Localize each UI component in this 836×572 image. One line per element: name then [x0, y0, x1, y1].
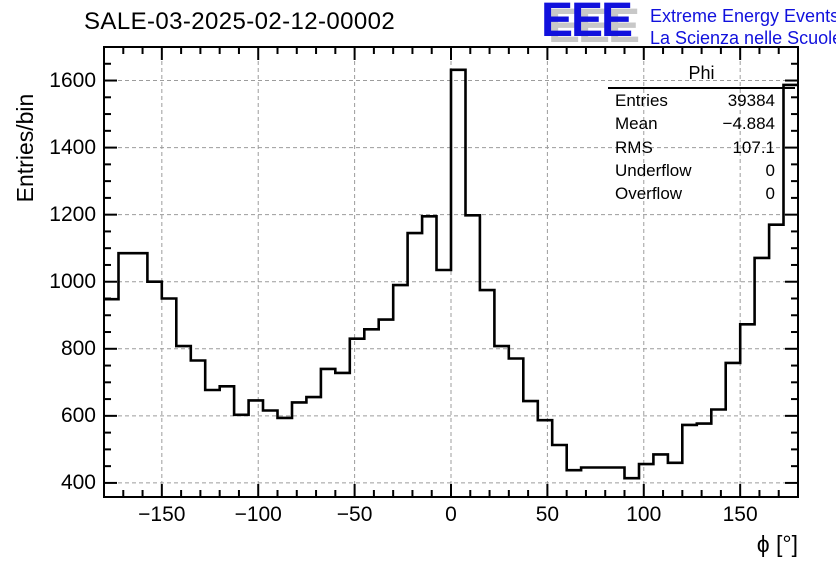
stats-row-rms: RMS 107.1	[608, 136, 795, 159]
stats-box: Phi Entries 39384 Mean −4.884 RMS 107.1 …	[608, 62, 795, 205]
eee-logo-mark: EEE	[541, 0, 633, 47]
eee-logo-line2: La Scienza nelle Scuole	[650, 28, 836, 48]
stats-value: 0	[765, 184, 775, 204]
x-axis-title: ϕ [°]	[756, 531, 798, 557]
stats-label: Entries	[615, 91, 668, 110]
stats-label: RMS	[615, 137, 653, 157]
y-tick-label: 1600	[49, 69, 96, 93]
stats-value: 107.1	[732, 137, 775, 157]
x-tick-label: 50	[535, 503, 560, 526]
stats-value: 39384	[727, 91, 775, 110]
x-tick-label: 100	[626, 503, 662, 526]
eee-logo-line1: Extreme Energy Events	[650, 6, 836, 26]
stats-row-mean: Mean −4.884	[608, 112, 795, 135]
page-title: SALE-03-2025-02-12-00002	[84, 8, 396, 35]
x-tick-label: 0	[445, 503, 457, 526]
axis-ticks	[104, 47, 798, 497]
plot-frame	[103, 46, 799, 498]
stats-label: Overflow	[615, 184, 683, 204]
y-tick-label: 1400	[49, 136, 96, 160]
stats-row-underflow: Underflow 0	[608, 159, 795, 182]
histogram-line	[104, 68, 798, 480]
x-tick-label: −150	[138, 503, 186, 526]
stats-label: Underflow	[615, 160, 692, 180]
eee-logo: EEE Extreme Energy Events La Scienza nel…	[541, 0, 836, 52]
stats-row-entries: Entries 39384	[608, 89, 795, 112]
y-tick-label: 1000	[49, 270, 96, 294]
y-tick-label: 600	[60, 404, 96, 428]
stats-box-title: Phi	[608, 62, 795, 89]
stats-value: 0	[765, 160, 775, 180]
stats-value: −4.884	[722, 114, 775, 134]
stats-label: Mean	[615, 114, 658, 134]
x-tick-label: 150	[722, 503, 758, 526]
x-tick-label: −50	[336, 503, 373, 526]
y-tick-label: 800	[60, 337, 96, 361]
y-tick-label: 1200	[49, 203, 96, 227]
y-tick-label: 400	[60, 471, 96, 495]
x-tick-label: −100	[234, 503, 282, 526]
stats-row-overflow: Overflow 0	[608, 182, 795, 205]
